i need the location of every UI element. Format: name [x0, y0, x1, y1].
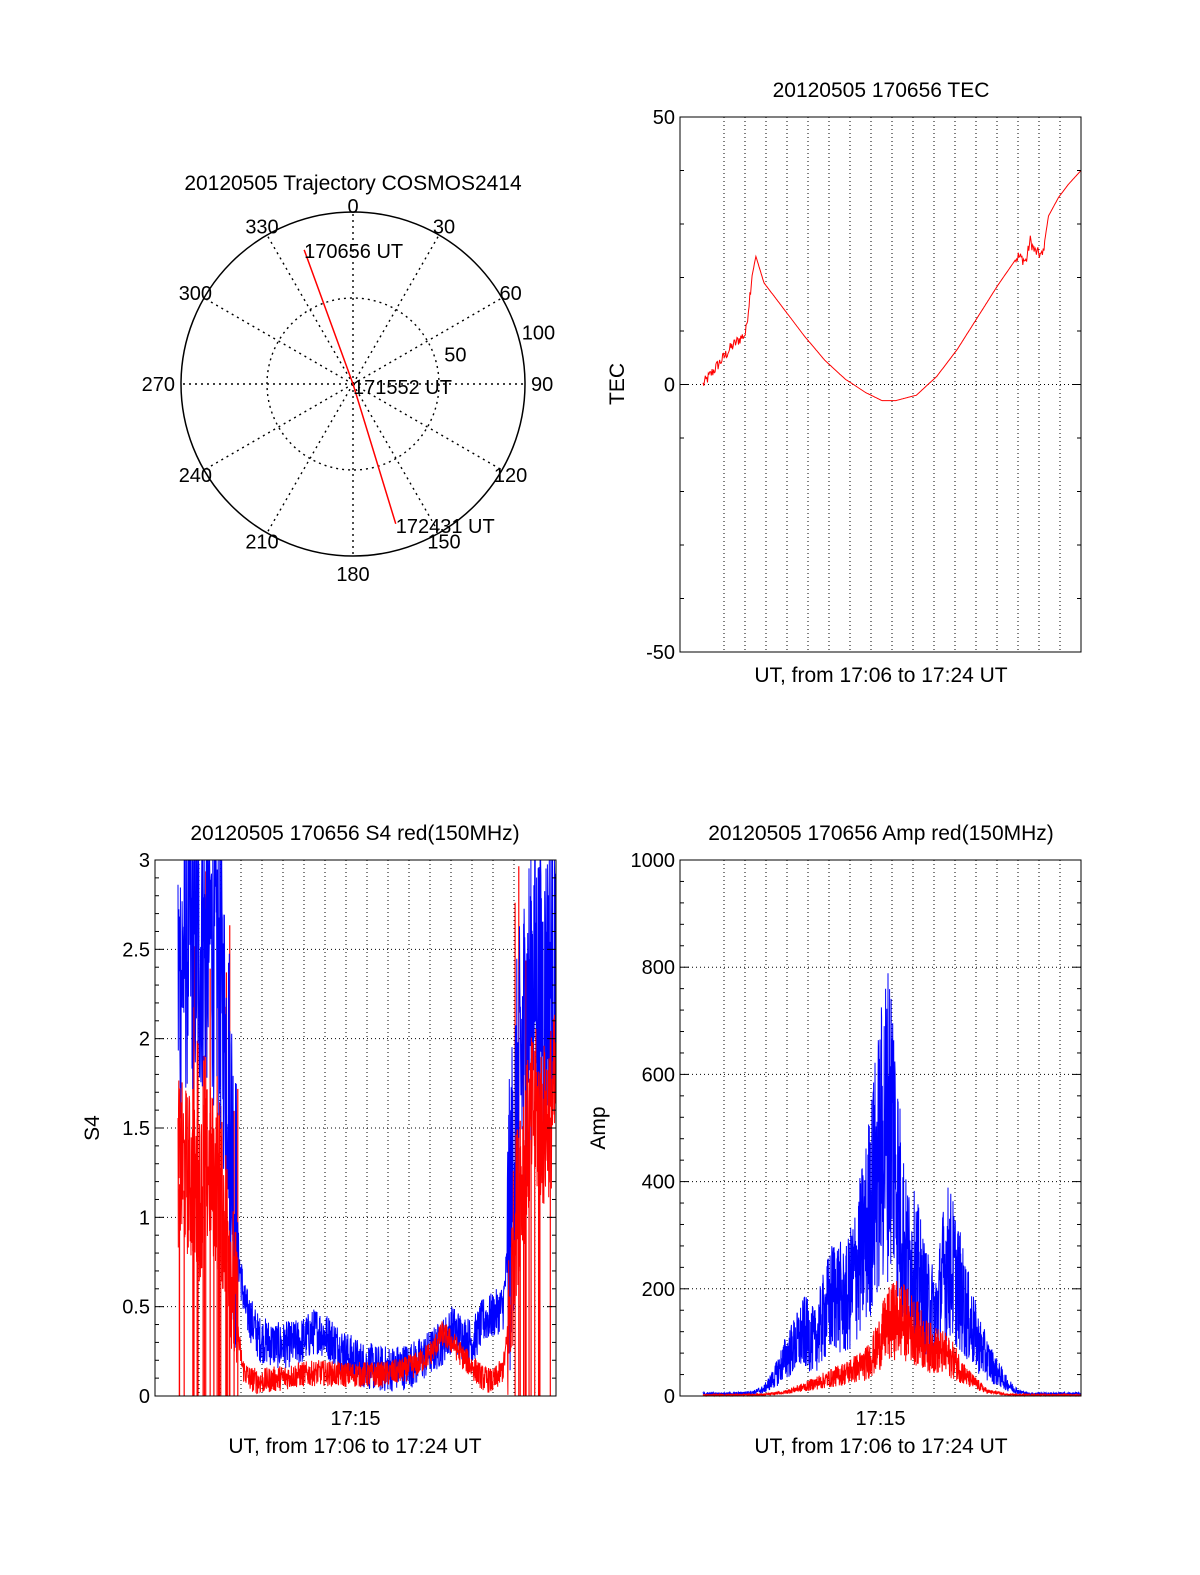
polar-angle-labels: 0 30 60 90 120 150 180 210 240 270 300 330 [142, 196, 554, 586]
amp-blue-line [702, 973, 1082, 1397]
polar-trajectory-line [303, 249, 397, 525]
polar-outer-circle [180, 211, 526, 557]
polar-spoke-30 [352, 234, 440, 385]
tec-grid [680, 117, 1081, 652]
polar-spoke-150 [352, 383, 440, 534]
polar-angle-label: 30 [433, 216, 455, 238]
polar-annotations: 170656 UT 171552 UT 172431 UT [304, 241, 495, 538]
polar-spoke-330 [266, 234, 354, 385]
polar-grid [180, 211, 526, 557]
s4-panel: 20120505 170656 S4 red(150MHz) 0 0.5 1 1.5 2… [81, 822, 557, 1458]
polar-angle-label: 90 [531, 374, 553, 396]
polar-annotation: 170656 UT [304, 241, 403, 263]
ytick-label: 200 [642, 1279, 675, 1301]
ytick-label: 800 [642, 957, 675, 979]
s4-series [177, 859, 557, 1396]
polar-annotation: 171552 UT [353, 377, 452, 399]
ytick-label: 2.5 [122, 939, 150, 961]
ytick-label: 1.5 [122, 1118, 150, 1140]
polar-angle-label: 210 [245, 532, 278, 554]
polar-spoke-210 [266, 383, 354, 534]
s4-axes: 0 0.5 1 1.5 2 2.5 3 17:15 [122, 850, 556, 1430]
s4-ylabel: S4 [81, 1115, 104, 1141]
s4-blue-line [177, 859, 557, 1392]
polar-angle-label: 300 [179, 283, 212, 305]
ytick-label: -50 [646, 642, 675, 664]
ytick-label: 1000 [631, 850, 676, 872]
polar-radius-labels: 50 100 [444, 322, 555, 366]
ytick-label: 0 [664, 1386, 675, 1408]
polar-angle-label: 180 [336, 564, 369, 586]
tec-line [702, 170, 1082, 402]
polar-spoke-60 [352, 297, 503, 385]
s4-xlabel: UT, from 17:06 to 17:24 UT [228, 1435, 481, 1458]
ytick-label: 3 [139, 850, 150, 872]
amp-ylabel: Amp [587, 1106, 610, 1149]
polar-angle-label: 120 [494, 465, 527, 487]
polar-angle-label: 330 [245, 216, 278, 238]
tec-series [702, 170, 1082, 402]
polar-angle-label: 270 [142, 374, 175, 396]
s4-red-line [177, 1014, 557, 1395]
tec-axes: 50 0 -50 [646, 107, 1081, 664]
tec-title: 20120505 170656 TEC [773, 79, 990, 102]
amp-xlabel: UT, from 17:06 to 17:24 UT [754, 1435, 1007, 1458]
polar-angle-label: 150 [427, 532, 460, 554]
s4-title: 20120505 170656 S4 red(150MHz) [190, 822, 519, 845]
amp-panel: 20120505 170656 Amp red(150MHz) 0 200 400 6… [587, 822, 1082, 1458]
polar-radius-label: 100 [522, 322, 555, 344]
tec-panel: 20120505 170656 TEC 50 0 -50 UT, from 17:0… [606, 79, 1082, 687]
polar-trajectory [303, 249, 397, 525]
polar-spoke-300 [203, 297, 354, 385]
ytick-label: 2 [139, 1029, 150, 1051]
polar-angle-label: 0 [347, 196, 358, 218]
ytick-label: 600 [642, 1064, 675, 1086]
polar-angle-label: 240 [179, 465, 212, 487]
polar-annotation: 172431 UT [396, 516, 495, 538]
xtick-label: 17:15 [855, 1408, 905, 1430]
ytick-label: 0 [664, 375, 675, 397]
amp-plot-frame [679, 859, 1082, 1397]
ytick-label: 400 [642, 1172, 675, 1194]
polar-angle-label: 60 [499, 283, 521, 305]
ytick-label: 1 [139, 1207, 150, 1229]
ytick-label: 0.5 [122, 1297, 150, 1319]
polar-radius-label: 50 [444, 345, 466, 367]
amp-grid [680, 860, 1081, 1396]
polar-title: 20120505 Trajectory COSMOS2414 [184, 172, 522, 195]
ytick-label: 0 [139, 1386, 150, 1408]
polar-trajectory-panel: 20120505 Trajectory COSMOS2414 0 30 60 90 12… [142, 172, 556, 586]
polar-spoke-240 [203, 383, 354, 471]
tec-xlabel: UT, from 17:06 to 17:24 UT [754, 664, 1007, 687]
amp-red-line [702, 1280, 1082, 1398]
amp-series [702, 973, 1082, 1398]
amp-axes: 0 200 400 600 800 1000 17:15 [631, 850, 1081, 1430]
ytick-label: 50 [653, 107, 675, 129]
xtick-label: 17:15 [330, 1408, 380, 1430]
polar-spoke-120 [352, 383, 503, 471]
amp-title: 20120505 170656 Amp red(150MHz) [708, 822, 1054, 845]
tec-ylabel: TEC [606, 363, 629, 405]
